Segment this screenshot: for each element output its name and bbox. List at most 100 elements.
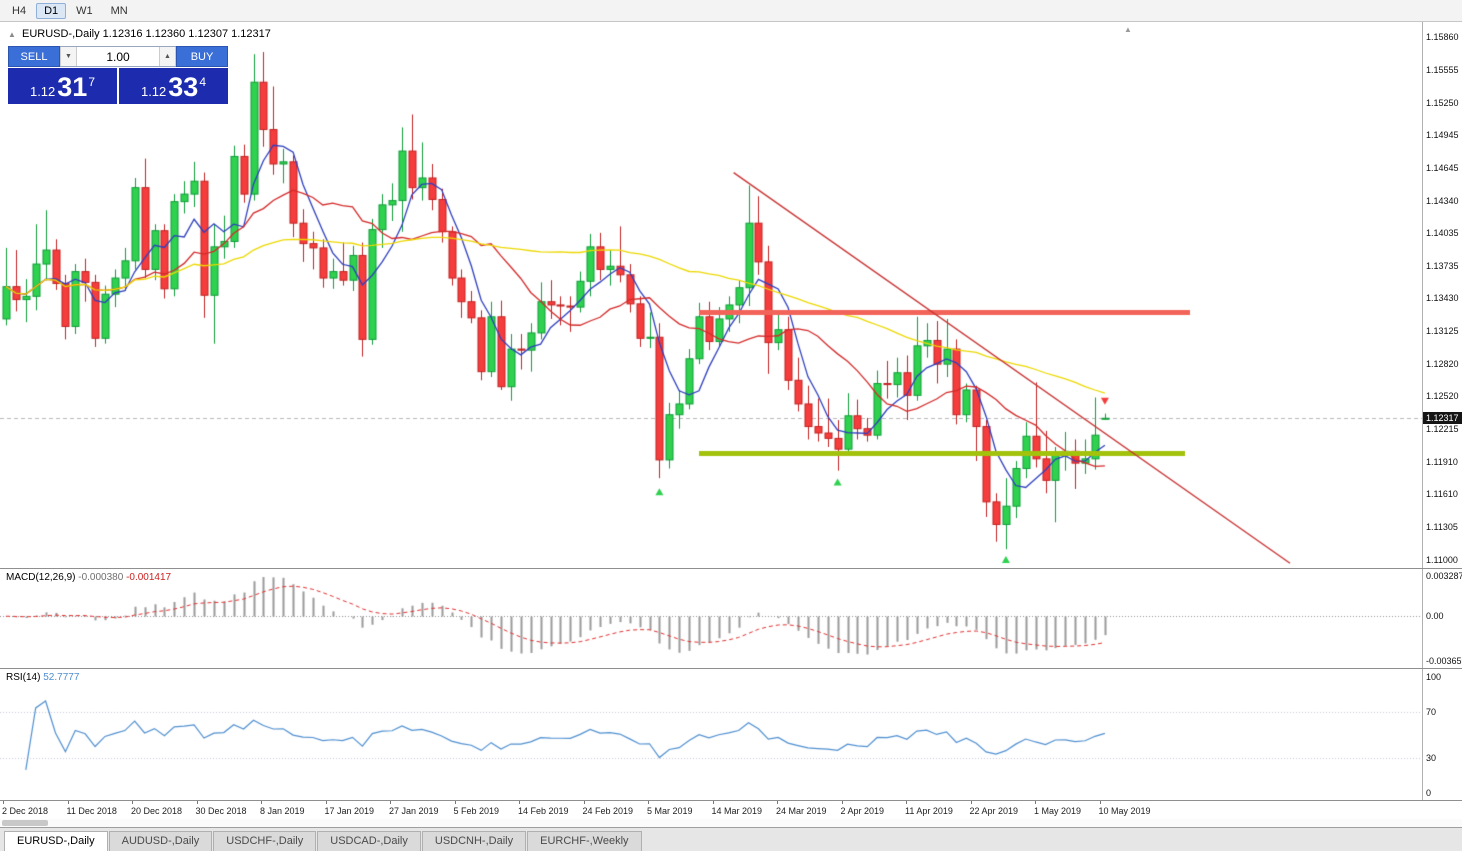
chart-ohlc-values: 1.12316 1.12360 1.12307 1.12317 xyxy=(102,28,271,40)
timeframe-button-mn[interactable]: MN xyxy=(110,4,128,17)
date-axis-tick xyxy=(390,801,391,804)
date-axis-tick xyxy=(454,801,456,804)
date-axis-tick xyxy=(1099,801,1101,804)
date-axis-tick xyxy=(519,801,520,804)
macd-axis-label: -0.003659 xyxy=(1426,656,1462,666)
date-axis-tick xyxy=(648,801,649,804)
date-axis-label: 24 Feb 2019 xyxy=(582,806,634,816)
panel-divider[interactable] xyxy=(0,668,1462,669)
chart-tab-eurusd-daily[interactable]: EURUSD-,Daily xyxy=(4,831,108,851)
price-axis-label: 1.15250 xyxy=(1426,97,1459,108)
candlestick-chart[interactable] xyxy=(0,22,1422,568)
price-axis-label: 1.14340 xyxy=(1426,195,1459,206)
price-axis-label: 1.11910 xyxy=(1426,457,1458,468)
volume-dropdown-icon[interactable]: ▼ xyxy=(60,47,77,66)
rsi-axis-label: 70 xyxy=(1426,706,1437,717)
date-axis-label: 30 Dec 2018 xyxy=(195,806,247,816)
buy-price-pipette: 4 xyxy=(199,75,207,89)
chart-symbol-label: EURUSD-,Daily xyxy=(21,28,100,40)
macd-label: MACD(12,26,9) -0.000380 -0.001417 xyxy=(6,572,171,583)
date-axis-label: 24 Mar 2019 xyxy=(776,806,827,816)
price-axis[interactable]: 1.12317 1.15860 1.15555 1.15250 1.14945 1.14… xyxy=(1422,22,1462,568)
price-axis-label: 1.13735 xyxy=(1426,260,1459,271)
price-axis-label: 1.14645 xyxy=(1426,162,1459,173)
chart-tab-eurchf-weekly[interactable]: EURCHF-,Weekly xyxy=(527,831,642,851)
price-axis-label: 1.15555 xyxy=(1426,64,1459,75)
date-axis-label: 11 Dec 2018 xyxy=(66,806,117,816)
date-axis-tick xyxy=(132,801,133,804)
date-axis-label: 27 Jan 2019 xyxy=(389,806,439,816)
macd-panel: MACD(12,26,9) -0.000380 -0.001417 0.0032… xyxy=(0,569,1462,668)
volume-spin-icon[interactable]: ▲ xyxy=(159,47,176,66)
chart-tab-audusd-daily[interactable]: AUDUSD-,Daily xyxy=(108,831,213,851)
price-axis-label: 1.12820 xyxy=(1426,359,1459,370)
date-axis-tick xyxy=(841,801,843,804)
price-axis-label: 1.11305 xyxy=(1426,522,1458,533)
macd-chart[interactable] xyxy=(0,569,1422,668)
macd-axis[interactable]: 0.003287 0.00 -0.003659 xyxy=(1422,569,1462,668)
price-axis-label: 1.12520 xyxy=(1426,391,1459,402)
price-axis-label: 1.15860 xyxy=(1426,32,1459,42)
price-axis-label: 1.14035 xyxy=(1426,228,1459,239)
chart-tab-usdcad-daily[interactable]: USDCAD-,Daily xyxy=(317,831,421,851)
date-axis-tick xyxy=(3,801,4,804)
rsi-axis-label: 0 xyxy=(1426,788,1432,798)
collapse-trade-panel-icon[interactable]: ▲ xyxy=(8,30,16,39)
rsi-axis-label: 100 xyxy=(1426,672,1442,682)
rsi-chart[interactable] xyxy=(0,669,1422,800)
date-axis-tick xyxy=(1035,801,1036,804)
rsi-axis[interactable]: 100 70 30 0 xyxy=(1422,669,1462,800)
date-axis-tick xyxy=(970,801,972,804)
date-axis-tick xyxy=(906,801,907,804)
date-axis-label: 14 Mar 2019 xyxy=(711,806,763,816)
date-axis[interactable]: 2 Dec 2018 11 Dec 2018 20 Dec 2018 30 Dec 2… xyxy=(0,800,1462,819)
date-axis-tick xyxy=(712,801,714,804)
price-axis-label: 1.13430 xyxy=(1426,293,1459,304)
macd-axis-label: 0.00 xyxy=(1426,611,1444,622)
date-axis-label: 10 May 2019 xyxy=(1098,806,1151,816)
rsi-axis-label: 30 xyxy=(1426,753,1437,764)
timeframe-button-d1[interactable]: D1 xyxy=(36,2,67,19)
horizontal-scrollbar[interactable] xyxy=(0,819,1462,827)
sell-button[interactable]: SELL xyxy=(8,46,60,67)
date-axis-tick xyxy=(777,801,778,804)
macd-name: MACD(12,26,9) xyxy=(6,572,76,583)
macd-axis-label: 0.003287 xyxy=(1426,571,1462,581)
price-axis-label: 1.12215 xyxy=(1426,424,1459,435)
chart-tab-usdchf-daily[interactable]: USDCHF-,Daily xyxy=(213,831,317,851)
volume-input[interactable] xyxy=(77,47,159,66)
date-axis-tick xyxy=(583,801,585,804)
buy-price-box[interactable]: 1.12 33 4 xyxy=(119,68,228,104)
rsi-label: RSI(14) 52.7777 xyxy=(6,672,79,683)
chart-tab-usdcnh-daily[interactable]: USDCNH-,Daily xyxy=(421,831,527,851)
timeframe-button-w1[interactable]: W1 xyxy=(76,4,93,17)
chart-tabs-bar: EURUSD-,Daily AUDUSD-,Daily USDCHF-,Daily U… xyxy=(0,827,1462,851)
scrollbar-thumb[interactable] xyxy=(2,820,48,826)
sell-price-pipette: 7 xyxy=(88,75,96,89)
date-axis-label: 20 Dec 2018 xyxy=(131,806,183,816)
rsi-name: RSI(14) xyxy=(6,672,41,683)
price-axis-label: 1.11000 xyxy=(1426,554,1458,565)
panel-divider[interactable] xyxy=(0,568,1462,569)
buy-price-prefix: 1.12 xyxy=(140,84,167,100)
buy-button[interactable]: BUY xyxy=(176,46,228,67)
date-axis-label: 11 Apr 2019 xyxy=(905,806,953,816)
price-axis-label: 1.14945 xyxy=(1426,130,1459,141)
price-axis-label: 1.13125 xyxy=(1426,326,1459,337)
date-axis-label: 1 May 2019 xyxy=(1034,806,1082,816)
macd-signal-value: -0.001417 xyxy=(126,572,172,583)
sell-price-prefix: 1.12 xyxy=(29,84,56,100)
chart-shift-marker[interactable]: ▲ xyxy=(1124,25,1132,34)
date-axis-tick xyxy=(325,801,327,804)
sell-price-box[interactable]: 1.12 31 7 xyxy=(8,68,117,104)
chart-title: ▲ EURUSD-,Daily 1.12316 1.12360 1.12307 … xyxy=(8,28,271,40)
date-axis-tick xyxy=(67,801,69,804)
date-axis-label: 22 Apr 2019 xyxy=(969,806,1019,816)
date-axis-label: 14 Feb 2019 xyxy=(518,806,569,816)
buy-price-big: 33 xyxy=(168,72,199,103)
date-axis-label: 5 Mar 2019 xyxy=(647,806,693,816)
timeframe-button-h4[interactable]: H4 xyxy=(12,4,27,17)
macd-main-value: -0.000380 xyxy=(78,572,124,583)
date-axis-label: 8 Jan 2019 xyxy=(260,806,305,816)
